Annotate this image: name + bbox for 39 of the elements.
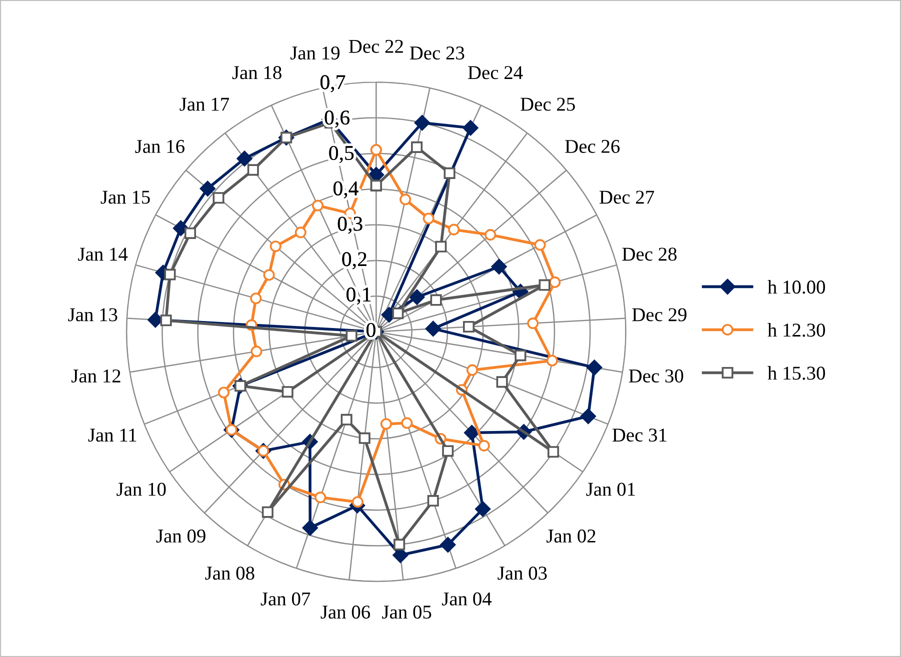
y-tick-label: 0 xyxy=(366,322,376,337)
spoke-label: Jan 03 xyxy=(498,566,547,580)
spoke-label: Jan 10 xyxy=(116,482,166,496)
y-tick-label: 0,4 xyxy=(334,181,358,198)
y-tick-label: 0,1 xyxy=(346,288,371,305)
spoke-label: Jan 07 xyxy=(260,592,310,606)
spoke-label: Dec 28 xyxy=(622,248,677,261)
legend-label: h 12.30 xyxy=(768,323,826,337)
spoke-label: Jan 09 xyxy=(156,529,206,543)
spoke-label: Dec 26 xyxy=(565,140,620,153)
spoke-label: Jan 11 xyxy=(88,428,136,442)
spoke-label: Jan 12 xyxy=(72,369,120,383)
spoke-label: Jan 15 xyxy=(100,190,150,204)
spoke-label: Jan 18 xyxy=(232,66,282,80)
legend-label: h 10.00 xyxy=(768,280,826,294)
spoke-label: Jan 01 xyxy=(586,482,635,496)
spoke-label: Jan 13 xyxy=(68,308,118,322)
spoke-label: Dec 31 xyxy=(612,428,666,442)
spoke-label: Jan 17 xyxy=(180,98,230,111)
spoke-label: Jan 05 xyxy=(382,606,432,619)
spoke-label: Dec 23 xyxy=(410,46,464,60)
spoke-label: Dec 25 xyxy=(520,98,575,111)
spoke-label: Dec 24 xyxy=(468,66,523,80)
spoke-label: Jan 04 xyxy=(442,592,492,606)
y-tick-label: 0,5 xyxy=(329,146,354,163)
spoke-label: Dec 22 xyxy=(348,40,403,53)
spoke-label: Dec 29 xyxy=(632,308,686,322)
spoke-label: Dec 30 xyxy=(628,369,684,383)
spoke-label: Jan 16 xyxy=(135,140,184,153)
legend-label: h 15.30 xyxy=(768,366,826,380)
spoke-label: Jan 06 xyxy=(320,606,370,619)
spoke-label: Jan 08 xyxy=(205,566,254,580)
spoke-label: Dec 27 xyxy=(600,190,654,204)
y-tick-label: 0,2 xyxy=(342,252,366,270)
y-tick-label: 0,7 xyxy=(320,75,346,92)
spoke-label: Jan 14 xyxy=(78,248,128,261)
spoke-label: Jan 02 xyxy=(546,529,596,543)
spoke-label: Jan 19 xyxy=(290,46,340,60)
y-tick-label: 0,3 xyxy=(338,216,362,234)
